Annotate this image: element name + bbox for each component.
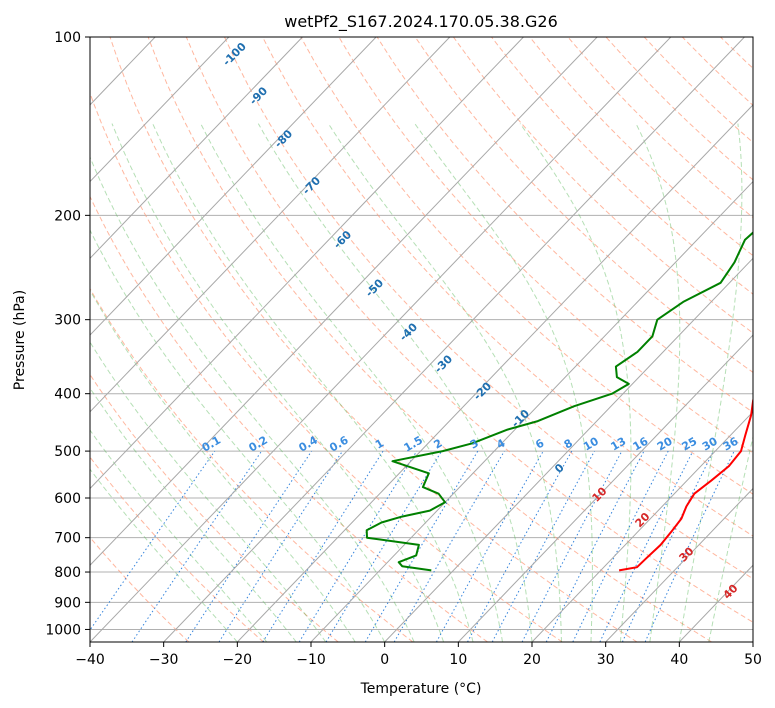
mixing-ratio-line: [572, 450, 669, 642]
moist-adiabat-line: [678, 123, 743, 642]
isotherm-line: [605, 487, 753, 642]
dry-adiabat-line: [338, 37, 753, 454]
grid-lines: [90, 37, 753, 630]
moist-adiabat-line: [90, 341, 327, 642]
moist-adiabat-line: [90, 289, 356, 642]
dry-adiabat-line: [147, 37, 712, 642]
mixing-ratio-line: [467, 450, 573, 642]
y-axis-label: Pressure (hPa): [12, 290, 28, 390]
mixing-ratio-line: [218, 450, 343, 642]
dry-adiabat-line: [109, 37, 638, 642]
moist-adiabat-line: [327, 123, 562, 642]
x-tick-label: −10: [296, 652, 326, 668]
sounding-traces: [365, 231, 753, 572]
x-tick-label: 20: [523, 652, 541, 668]
dry-adiabat-line: [90, 91, 563, 642]
moist-adiabat-line: [708, 434, 753, 642]
isotherm-line: [90, 37, 598, 566]
y-tick-label: 900: [54, 595, 81, 611]
moist-adiabat-line: [90, 155, 415, 642]
isotherm-line: [90, 37, 230, 183]
x-tick-label: −40: [75, 652, 105, 668]
moist-adiabat-line: [90, 387, 297, 642]
dry-adiabat-line: [185, 37, 753, 623]
mixing-ratio-line: [298, 450, 418, 642]
y-tick-label: 100: [54, 30, 81, 46]
dry-adiabat-line: [90, 456, 264, 642]
moist-adiabat-line: [257, 123, 533, 642]
plot-frame: [89, 36, 754, 643]
y-tick-label: 600: [54, 491, 81, 507]
mixing-ratio-line: [90, 450, 216, 631]
y-tick-label: 1000: [45, 622, 81, 638]
skewed-isotherms: [90, 37, 753, 642]
moist-adiabat-line: [90, 429, 268, 642]
dry-adiabats: [90, 37, 753, 642]
mixing-ratio-line: [262, 450, 384, 642]
x-axis-label: Temperature (°C): [360, 681, 482, 697]
isotherm-line: [90, 37, 377, 336]
x-tick-label: −20: [223, 652, 253, 668]
y-tick-label: 300: [54, 313, 81, 329]
y-tick-label: 500: [54, 444, 81, 460]
moist-adiabat-line: [152, 123, 474, 642]
mixing-ratio-line: [325, 450, 443, 642]
mixing-ratio-line: [131, 450, 263, 642]
isotherm-line: [90, 37, 303, 260]
isotherm-line: [163, 37, 745, 642]
x-tick-label: 40: [670, 652, 688, 668]
mixing-ratio-line: [435, 450, 544, 642]
x-tick-label: 10: [449, 652, 467, 668]
x-tick-label: 30: [597, 652, 615, 668]
mixing-ratio-line: [545, 450, 645, 642]
x-tick-label: −30: [149, 652, 179, 668]
y-tick-label: 700: [54, 531, 81, 547]
dry-adiabat-line: [376, 37, 753, 413]
dry-adiabat-line: [224, 37, 753, 580]
moist-adiabat-line: [635, 123, 681, 642]
y-tick-label: 800: [54, 565, 81, 581]
moist-adiabat-line: [90, 468, 238, 642]
isotherm-line: [531, 411, 753, 642]
moist-adiabat-line: [519, 123, 632, 642]
moist-adiabat-line: [111, 123, 445, 642]
isotherm-line: [310, 180, 753, 642]
y-tick-label: 200: [54, 208, 81, 224]
isotherm-line: [236, 104, 753, 642]
isotherm-line: [90, 37, 672, 642]
x-tick-label: 0: [380, 652, 389, 668]
isotherm-line: [384, 257, 753, 642]
moist-adiabat-line: [200, 123, 503, 642]
dry-adiabat-line: [90, 536, 190, 642]
chart-title: wetPf2_S167.2024.170.05.38.G26: [284, 12, 558, 32]
moist-adiabats: [90, 123, 753, 642]
isotherm-line: [90, 37, 451, 413]
temperature-trace: [618, 398, 753, 572]
isotherm-line: [457, 334, 753, 642]
dry-adiabat-line: [452, 37, 753, 334]
x-axis-ticks: −40 −30 −20 −10 0 10 20 30 40 50: [75, 642, 762, 668]
isotherm-line: [90, 37, 524, 490]
y-tick-label: 400: [54, 387, 81, 403]
dewpoint-trace: [365, 231, 753, 572]
y-axis-ticks: 100 200 300 400 500 600 700 800 900 1000: [45, 30, 90, 638]
mixing-ratio-line: [185, 450, 313, 642]
dry-adiabat-line: [90, 195, 488, 642]
x-tick-label: 50: [744, 652, 762, 668]
